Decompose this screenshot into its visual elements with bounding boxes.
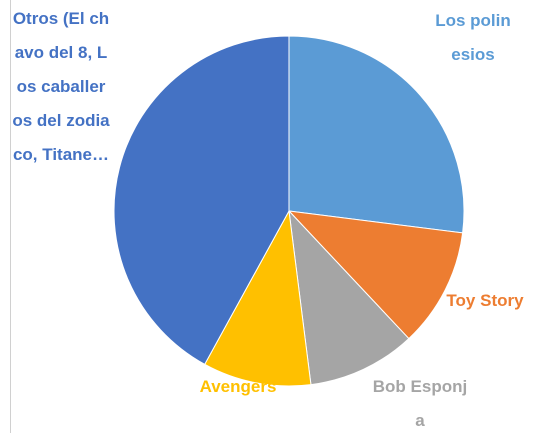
pie-slice — [113, 35, 290, 366]
slice-label: Otros (El chavo del 8, Los caballeros de… — [12, 9, 110, 164]
pie-slice — [287, 210, 464, 340]
slice-label: Bob Esponja — [372, 377, 468, 430]
pie-slice — [288, 209, 410, 386]
pie-slice — [288, 35, 465, 234]
pie-slice — [204, 209, 312, 387]
slice-label: Toy Story — [446, 291, 524, 310]
slice-label: Los polinesios — [435, 11, 511, 64]
slice-label: Avengers — [199, 377, 277, 396]
